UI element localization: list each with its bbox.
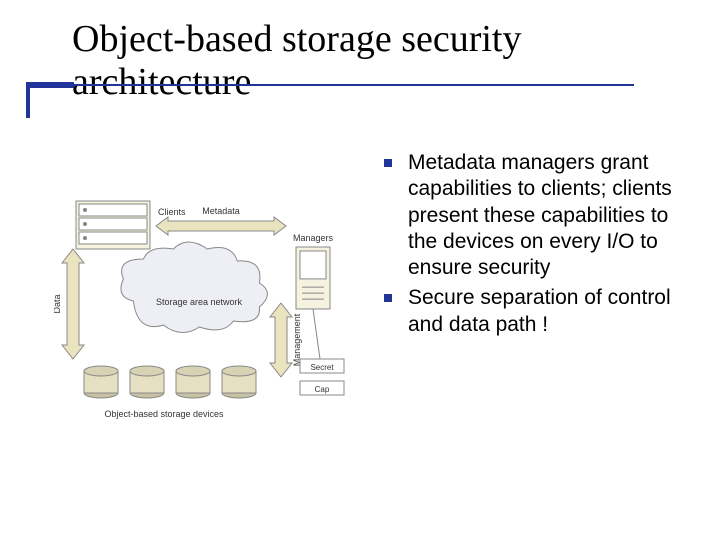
svg-text:Managers: Managers [293, 233, 334, 243]
square-bullet-icon [384, 294, 392, 302]
list-item: Metadata managers grant capabilities to … [380, 150, 700, 281]
svg-text:Data: Data [54, 294, 62, 313]
body-text-column: Metadata managers grant capabilities to … [380, 150, 700, 342]
slide-title: Object-based storage security architectu… [72, 18, 672, 103]
square-bullet-icon [384, 159, 392, 167]
bullet-text: Metadata managers grant capabilities to … [408, 151, 672, 279]
architecture-figure: Clients Metadata Managers Data Storage area … [54, 195, 359, 430]
bullet-text: Secure separation of control and data pa… [408, 286, 671, 335]
slide: Object-based storage security architectu… [0, 0, 720, 540]
svg-text:Storage area network: Storage area network [156, 297, 243, 307]
svg-text:Object-based storage devices: Object-based storage devices [104, 409, 224, 419]
list-item: Secure separation of control and data pa… [380, 285, 700, 338]
accent-tail [74, 84, 634, 86]
accent-stub [26, 88, 30, 118]
architecture-svg: Clients Metadata Managers Data Storage area … [54, 195, 359, 430]
title-block: Object-based storage security architectu… [72, 18, 672, 103]
svg-text:Secret: Secret [310, 363, 334, 372]
svg-text:Clients: Clients [158, 207, 186, 217]
svg-text:Management: Management [292, 313, 302, 366]
svg-text:Cap: Cap [315, 385, 330, 394]
accent-bar [26, 82, 74, 88]
svg-text:Metadata: Metadata [202, 206, 240, 216]
bullet-list: Metadata managers grant capabilities to … [380, 150, 700, 338]
